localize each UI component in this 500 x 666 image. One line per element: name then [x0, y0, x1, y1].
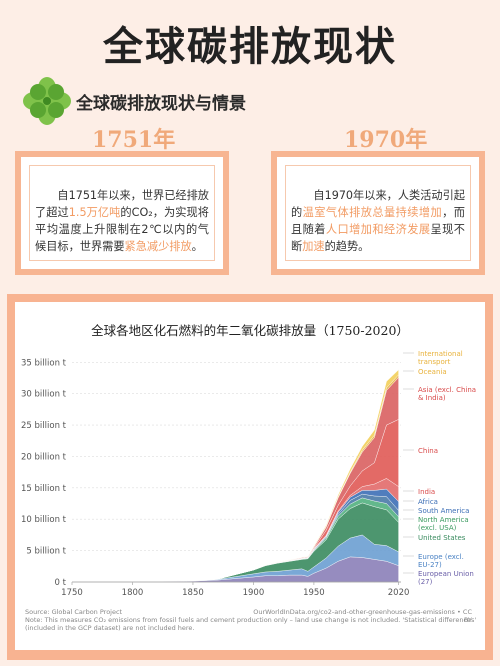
y-tick-label: 25 billion t — [21, 421, 67, 431]
chart-panel — [15, 302, 485, 650]
y-tick-label: 0 t — [55, 578, 67, 588]
body-text: 呈现不断 — [291, 223, 465, 253]
body-text: 自1751年以来，世界已经排放了超过 — [35, 189, 209, 219]
highlight-text: 1.5万亿吨 — [68, 206, 121, 219]
legend-label: Oceania — [418, 368, 447, 376]
x-tick-label: 1800 — [122, 588, 144, 598]
x-tick-label: 1750 — [61, 588, 83, 598]
section-title: 全球碳排放现状与情景 — [76, 94, 246, 114]
info-card-1970: 自1970年以来，人类活动引起的温室气体排放总量持续增加，而且随着人口增加和经济… — [271, 151, 485, 275]
legend-label: Africa — [418, 498, 438, 506]
legend-label: Europe (excl. — [418, 553, 464, 561]
body-text: 的趋势。 — [324, 240, 370, 253]
page-title: 全球碳排放现状 — [103, 23, 397, 70]
legend-label: South America — [418, 507, 469, 515]
card-year-1970: 1970年 — [344, 127, 428, 153]
chart-note: Note: This measures CO₂ emissions from f… — [25, 616, 477, 632]
legend-label: transport — [418, 358, 451, 366]
card-year-1751: 1751年 — [92, 127, 176, 153]
card-text: 自1751年以来，世界已经排放了超过1.5万亿吨的CO₂，为实现将平均温度上升限… — [35, 187, 209, 255]
chart-title: 全球各地区化石燃料的年二氧化碳排放量（1750-2020） — [91, 323, 409, 338]
x-tick-label: 1950 — [303, 588, 325, 598]
x-tick-label: 2020 — [388, 588, 410, 598]
chart-source: Source: Global Carbon Project — [25, 608, 123, 616]
y-tick-label: 15 billion t — [21, 484, 67, 494]
y-tick-label: 10 billion t — [21, 515, 67, 525]
legend-label: United States — [418, 534, 466, 542]
x-tick-label: 1850 — [182, 588, 204, 598]
x-tick-label: 1900 — [243, 588, 265, 598]
body-text: 。 — [191, 240, 203, 253]
clover-icon — [23, 77, 71, 125]
legend-label: North America — [418, 516, 469, 524]
info-card-1751: 自1751年以来，世界已经排放了超过1.5万亿吨的CO₂，为实现将平均温度上升限… — [15, 151, 229, 275]
legend-label: China — [418, 447, 438, 455]
y-tick-label: 30 billion t — [21, 390, 67, 400]
legend-label: EU-27) — [418, 561, 442, 569]
card-text: 自1970年以来，人类活动引起的温室气体排放总量持续增加，而且随着人口增加和经济… — [291, 187, 465, 255]
y-tick-label: 5 billion t — [26, 547, 66, 557]
legend-label: European Union — [418, 570, 474, 578]
highlight-text: 加速 — [302, 240, 325, 253]
legend-label: International — [418, 350, 463, 358]
chart-source-url: OurWorldInData.org/co2-and-other-greenho… — [253, 608, 472, 624]
body-text: 的CO₂，为实现将平均温度上升限制在2℃以内的气候目标，世界需要 — [35, 206, 209, 253]
highlight-text: 人口增加和经济发展 — [325, 223, 431, 236]
highlight-text: 紧急减少排放 — [124, 240, 192, 253]
legend-label: & India) — [418, 394, 446, 402]
body-text: ，而且随着 — [291, 206, 465, 236]
legend-label: Asia (excl. China — [418, 386, 476, 394]
body-text: 自1970年以来，人类活动引起的 — [291, 189, 465, 219]
highlight-text: 温室气体排放总量持续增加 — [302, 206, 443, 219]
y-tick-label: 20 billion t — [21, 452, 67, 462]
area-series-10 — [72, 369, 399, 583]
legend-label: (excl. USA) — [418, 524, 457, 532]
y-tick-label: 35 billion t — [21, 358, 67, 368]
legend-label: India — [418, 488, 435, 496]
legend-label: (27) — [418, 578, 433, 586]
